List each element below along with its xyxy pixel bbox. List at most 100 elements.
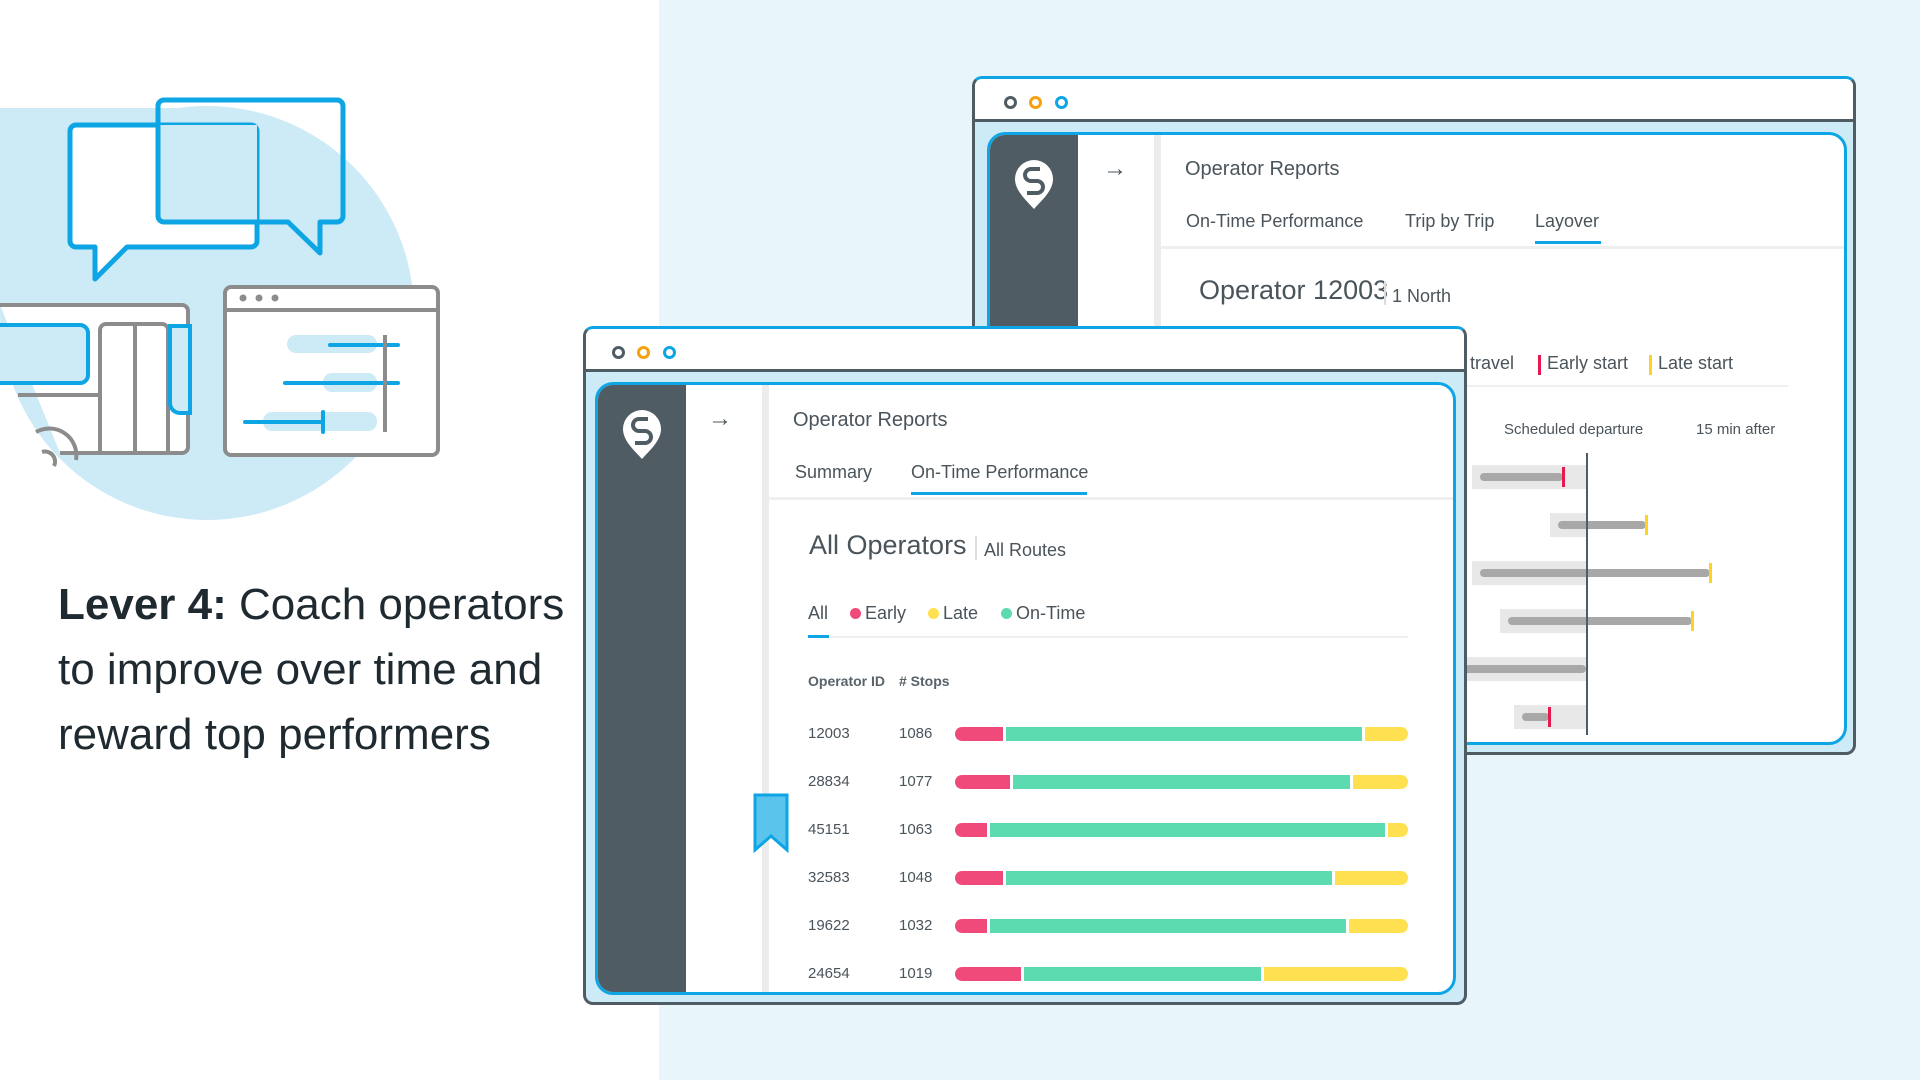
layover-chart [990,135,1844,742]
tab-divider [769,497,1453,500]
operator-id: 32583 [808,869,850,886]
operator-id: 28834 [808,773,850,790]
column-stops[interactable]: # Stops [899,673,950,689]
app-logo-icon [1015,160,1053,209]
expand-arrow-icon[interactable]: → [1103,155,1127,182]
early-segment [955,871,1003,885]
table-row[interactable]: 12003 1086 [598,722,1453,746]
table-row[interactable]: 45151 1063 [598,818,1453,842]
operator-id: 12003 [808,725,850,742]
early-dot-icon [850,608,861,619]
early-segment [955,727,1003,741]
early-start-marker [1562,467,1565,487]
performance-bar [955,727,1408,741]
stop-count: 1032 [899,917,933,934]
table-row[interactable]: 24654 1019 [598,962,1453,986]
legend-late-start: Late start [1658,353,1734,373]
sidebar [598,385,686,992]
on-time-segment [989,919,1346,933]
headline-text: Coach operators to improve over time and… [58,580,565,759]
title-bar [586,329,1464,372]
stop-count: 1063 [899,821,933,838]
window-dot-minimize[interactable] [1029,96,1042,109]
active-tab-indicator [911,492,1087,495]
bookmark-icon [753,793,789,854]
app-title: Operator Reports [793,409,948,431]
window-dot-maximize[interactable] [663,346,676,359]
late-segment [1352,775,1408,789]
window-dot-close[interactable] [612,346,625,359]
legend-early-start: Early start [1547,353,1629,373]
filter-on-time[interactable]: On-Time [1016,603,1086,623]
mini-browser-icon [223,285,440,457]
headline-bold: Lever 4: [58,580,227,629]
on-time-segment [1013,775,1350,789]
late-start-marker [1644,515,1648,535]
on-time-dot-icon [1001,608,1012,619]
early-start-marker-icon [1538,355,1541,375]
stop-count: 1048 [899,869,933,886]
title-bar [975,79,1853,122]
performance-bar [955,775,1408,789]
layover-bar [1480,569,1711,577]
tab-summary[interactable]: Summary [795,462,873,482]
layover-bar [1558,521,1646,529]
late-segment [1334,871,1408,885]
filter-all[interactable]: All [808,603,829,623]
app-title: Operator Reports [1185,158,1340,180]
late-segment [1388,823,1408,837]
performance-bar [955,871,1408,885]
layover-bar [1521,713,1550,721]
on-time-segment [989,823,1386,837]
early-segment [955,823,987,837]
window-dot-maximize[interactable] [1055,96,1068,109]
tab-on-time-performance[interactable]: On-Time Performance [1186,211,1364,231]
column-operator-id[interactable]: Operator ID [808,673,886,689]
late-start-marker-icon [1649,355,1652,375]
table-row[interactable]: 28834 1077 [598,770,1453,794]
window-dot-minimize[interactable] [637,346,650,359]
on-time-segment [1005,871,1332,885]
late-start-marker [1709,563,1713,583]
late-segment [1264,967,1408,981]
tab-divider [1161,246,1844,249]
table-row[interactable]: 19622 1032 [598,914,1453,938]
filter-early[interactable]: Early [865,603,907,623]
bus-icon [0,303,192,467]
stop-count: 1086 [899,725,933,742]
filter-late[interactable]: Late [943,603,979,623]
table-row[interactable]: 32583 1048 [598,866,1453,890]
app-logo-icon [623,410,661,459]
late-dot-icon [928,608,939,619]
active-filter-indicator [808,635,829,638]
route-subtitle: 1 North [1392,286,1452,306]
route-subtitle: All Routes [984,540,1067,560]
early-segment [955,775,1011,789]
on-time-segment [1023,967,1262,981]
expand-arrow-icon[interactable]: → [708,405,732,432]
late-segment [1364,727,1408,741]
axis-15-min-after: 15 min after [1696,421,1776,438]
nav-column: → [686,385,769,992]
performance-bar [955,919,1408,933]
operator-id: 24654 [808,965,850,982]
layover-bar [1507,617,1692,625]
tab-on-time-performance[interactable]: On-Time Performance [911,462,1089,482]
layover-bar [1480,473,1563,481]
on-time-segment [1005,727,1362,741]
on-time-report-window: → Operator Reports Summary On-Time Perfo… [583,326,1467,1005]
stop-count: 1019 [899,965,933,982]
operator-id: 45151 [808,821,850,838]
app-frame: → Operator Reports Summary On-Time Perfo… [595,382,1456,995]
early-segment [955,967,1021,981]
late-segment [1348,919,1408,933]
coaching-illustration [0,97,440,520]
window-dot-close[interactable] [1004,96,1017,109]
tab-trip-by-trip[interactable]: Trip by Trip [1405,211,1495,231]
tab-layover[interactable]: Layover [1535,211,1600,231]
active-tab-indicator [1535,241,1601,244]
speech-bubbles-icon [67,97,346,282]
operator-title: Operator 12003 [1199,275,1389,305]
operator-id: 19622 [808,917,850,934]
early-segment [955,919,987,933]
